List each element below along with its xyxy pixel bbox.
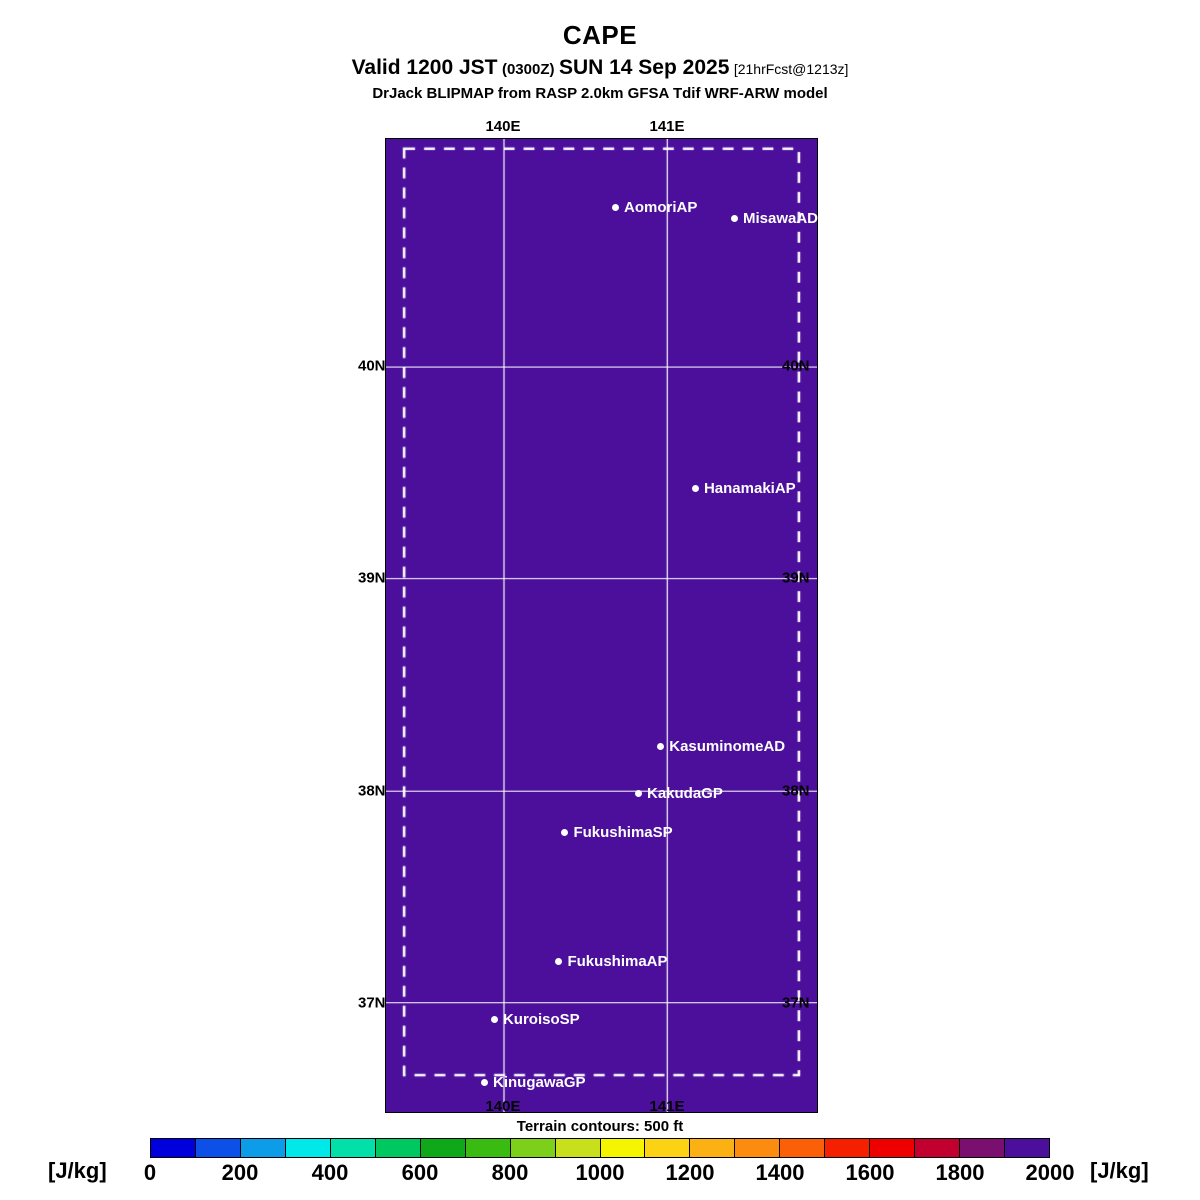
colorbar-swatch (960, 1139, 1006, 1157)
colorbar-swatch (645, 1139, 691, 1157)
colorbar-swatch (420, 1139, 466, 1157)
valid-time-line: Valid 1200 JST (0300Z) SUN 14 Sep 2025 [… (0, 57, 1200, 78)
lat-tick-label-left-37: 37N (358, 994, 386, 1012)
colorbar-swatch (600, 1139, 646, 1157)
colorbar-tick-label: 1600 (845, 1160, 895, 1185)
colorbar-swatch (151, 1139, 196, 1157)
lon-tick-label-bottom-140: 140E (485, 1098, 521, 1115)
colorbar-swatch (285, 1139, 331, 1157)
colorbar-swatch (1005, 1139, 1050, 1157)
colorbar-swatch (870, 1139, 916, 1157)
colorbar-tick-label: 0 (143, 1160, 157, 1185)
colorbar-swatch (555, 1139, 601, 1157)
lat-tick-label-left-38: 38N (358, 782, 386, 800)
page-title: CAPE (562, 20, 638, 50)
valid-time-prefix: Valid 1200 JST (351, 56, 498, 79)
colorbar-swatch (915, 1139, 961, 1157)
colorbar-swatch (735, 1139, 781, 1157)
colorbar-tick-label: 1200 (665, 1160, 715, 1185)
colorbar-swatch (195, 1139, 241, 1157)
colorbar-swatch (465, 1139, 511, 1157)
colorbar-unit-left: [J/kg] (48, 1158, 107, 1183)
colorbar-tick-label: 400 (311, 1160, 349, 1185)
lat-tick-label-left-39: 39N (358, 569, 386, 587)
lat-tick-label-right-39: 39N (782, 569, 810, 587)
colorbar-swatch (240, 1139, 286, 1157)
colorbar-swatches[interactable] (150, 1138, 1050, 1158)
chart-header: CAPE Valid 1200 JST (0300Z) SUN 14 Sep 2… (0, 0, 1200, 101)
valid-time-utc: (0300Z) (501, 61, 555, 78)
model-description: DrJack BLIPMAP from RASP 2.0km GFSA Tdif… (372, 85, 828, 102)
lat-tick-label-right-38: 38N (782, 782, 810, 800)
lon-tick-label-bottom-141: 141E (649, 1098, 685, 1115)
colorbar-tick-label: 800 (491, 1160, 529, 1185)
cape-heatmap-canvas (386, 139, 817, 1112)
colorbar-tick-label: 1800 (935, 1160, 985, 1185)
colorbar-swatch (330, 1139, 376, 1157)
colorbar-swatch (375, 1139, 421, 1157)
valid-date: SUN 14 Sep 2025 (558, 56, 730, 79)
forecast-tag: [21hrFcst@1213z] (733, 61, 849, 77)
colorbar-swatch (690, 1139, 736, 1157)
lon-tick-label-top-140: 140E (485, 118, 521, 135)
terrain-contour-note: Terrain contours: 500 ft (516, 1118, 684, 1135)
map-plot-area (385, 138, 818, 1113)
lat-tick-label-right-37: 37N (782, 994, 810, 1012)
colorbar-swatch (825, 1139, 871, 1157)
colorbar-legend: 0 200 400 600 800 1000 1200 1400 1600 1800 2000 [J… (0, 1138, 1200, 1200)
lon-tick-label-top-141: 141E (649, 118, 685, 135)
colorbar-tick-label: 1000 (575, 1160, 625, 1185)
colorbar-tick-label: 200 (221, 1160, 259, 1185)
colorbar-tick-labels: 0 200 400 600 800 1000 1200 1400 1600 1800 2000 (0, 1160, 1200, 1188)
colorbar-tick-label: 2000 (1025, 1160, 1075, 1185)
colorbar-tick-label: 600 (401, 1160, 439, 1185)
colorbar-swatch (510, 1139, 556, 1157)
colorbar-unit-right: [J/kg] (1090, 1158, 1149, 1183)
lat-tick-label-right-40: 40N (782, 357, 810, 375)
colorbar-swatch (780, 1139, 826, 1157)
colorbar-tick-label: 1400 (755, 1160, 805, 1185)
lat-tick-label-left-40: 40N (358, 357, 386, 375)
